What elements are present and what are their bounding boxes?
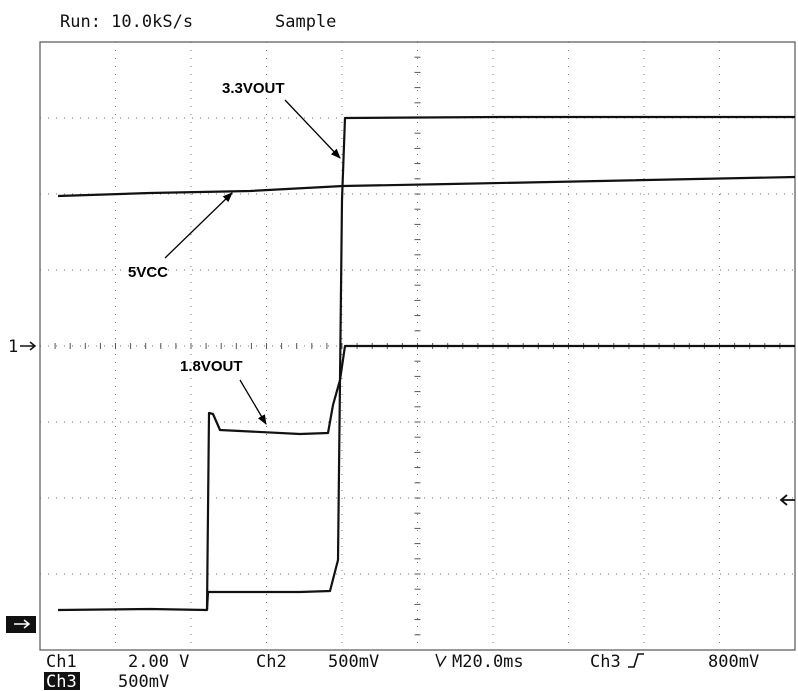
trace-3v3: [57, 115, 795, 612]
ch1: Ch1: [46, 652, 77, 672]
ch3-row: Ch3: [46, 672, 77, 691]
ch1-marker: 1: [8, 337, 18, 357]
ch3-scale: 500mV: [118, 672, 169, 691]
timebase: M20.0ms: [452, 652, 524, 672]
edge-icon: [628, 653, 644, 668]
run-status: Run: 10.0kS/s: [60, 12, 193, 32]
ch3-badge: [44, 672, 80, 690]
ch3-arrow: [14, 619, 31, 629]
ch1-arrow: [20, 341, 37, 351]
trigger-level-value: 800mV: [708, 652, 759, 672]
label-5vcc: 5VCC: [128, 264, 168, 281]
acq-mode: Sample: [275, 12, 336, 32]
arrow: [164, 192, 233, 259]
ch1-scale: 2.00 V: [128, 652, 189, 672]
trace-5vcc: [57, 175, 796, 198]
ch2: Ch2: [256, 652, 287, 672]
label-3v3: 3.3VOUT: [222, 80, 285, 97]
ch2-scale: 500mV: [328, 652, 379, 672]
trigger-level: [779, 494, 795, 506]
trigger-icon: [435, 653, 447, 668]
label-1v8: 1.8VOUT: [180, 358, 243, 375]
arrow: [284, 99, 341, 159]
arrow: [239, 379, 267, 425]
ch3: Ch3: [590, 652, 621, 672]
trace-1v8: [205, 344, 795, 611]
